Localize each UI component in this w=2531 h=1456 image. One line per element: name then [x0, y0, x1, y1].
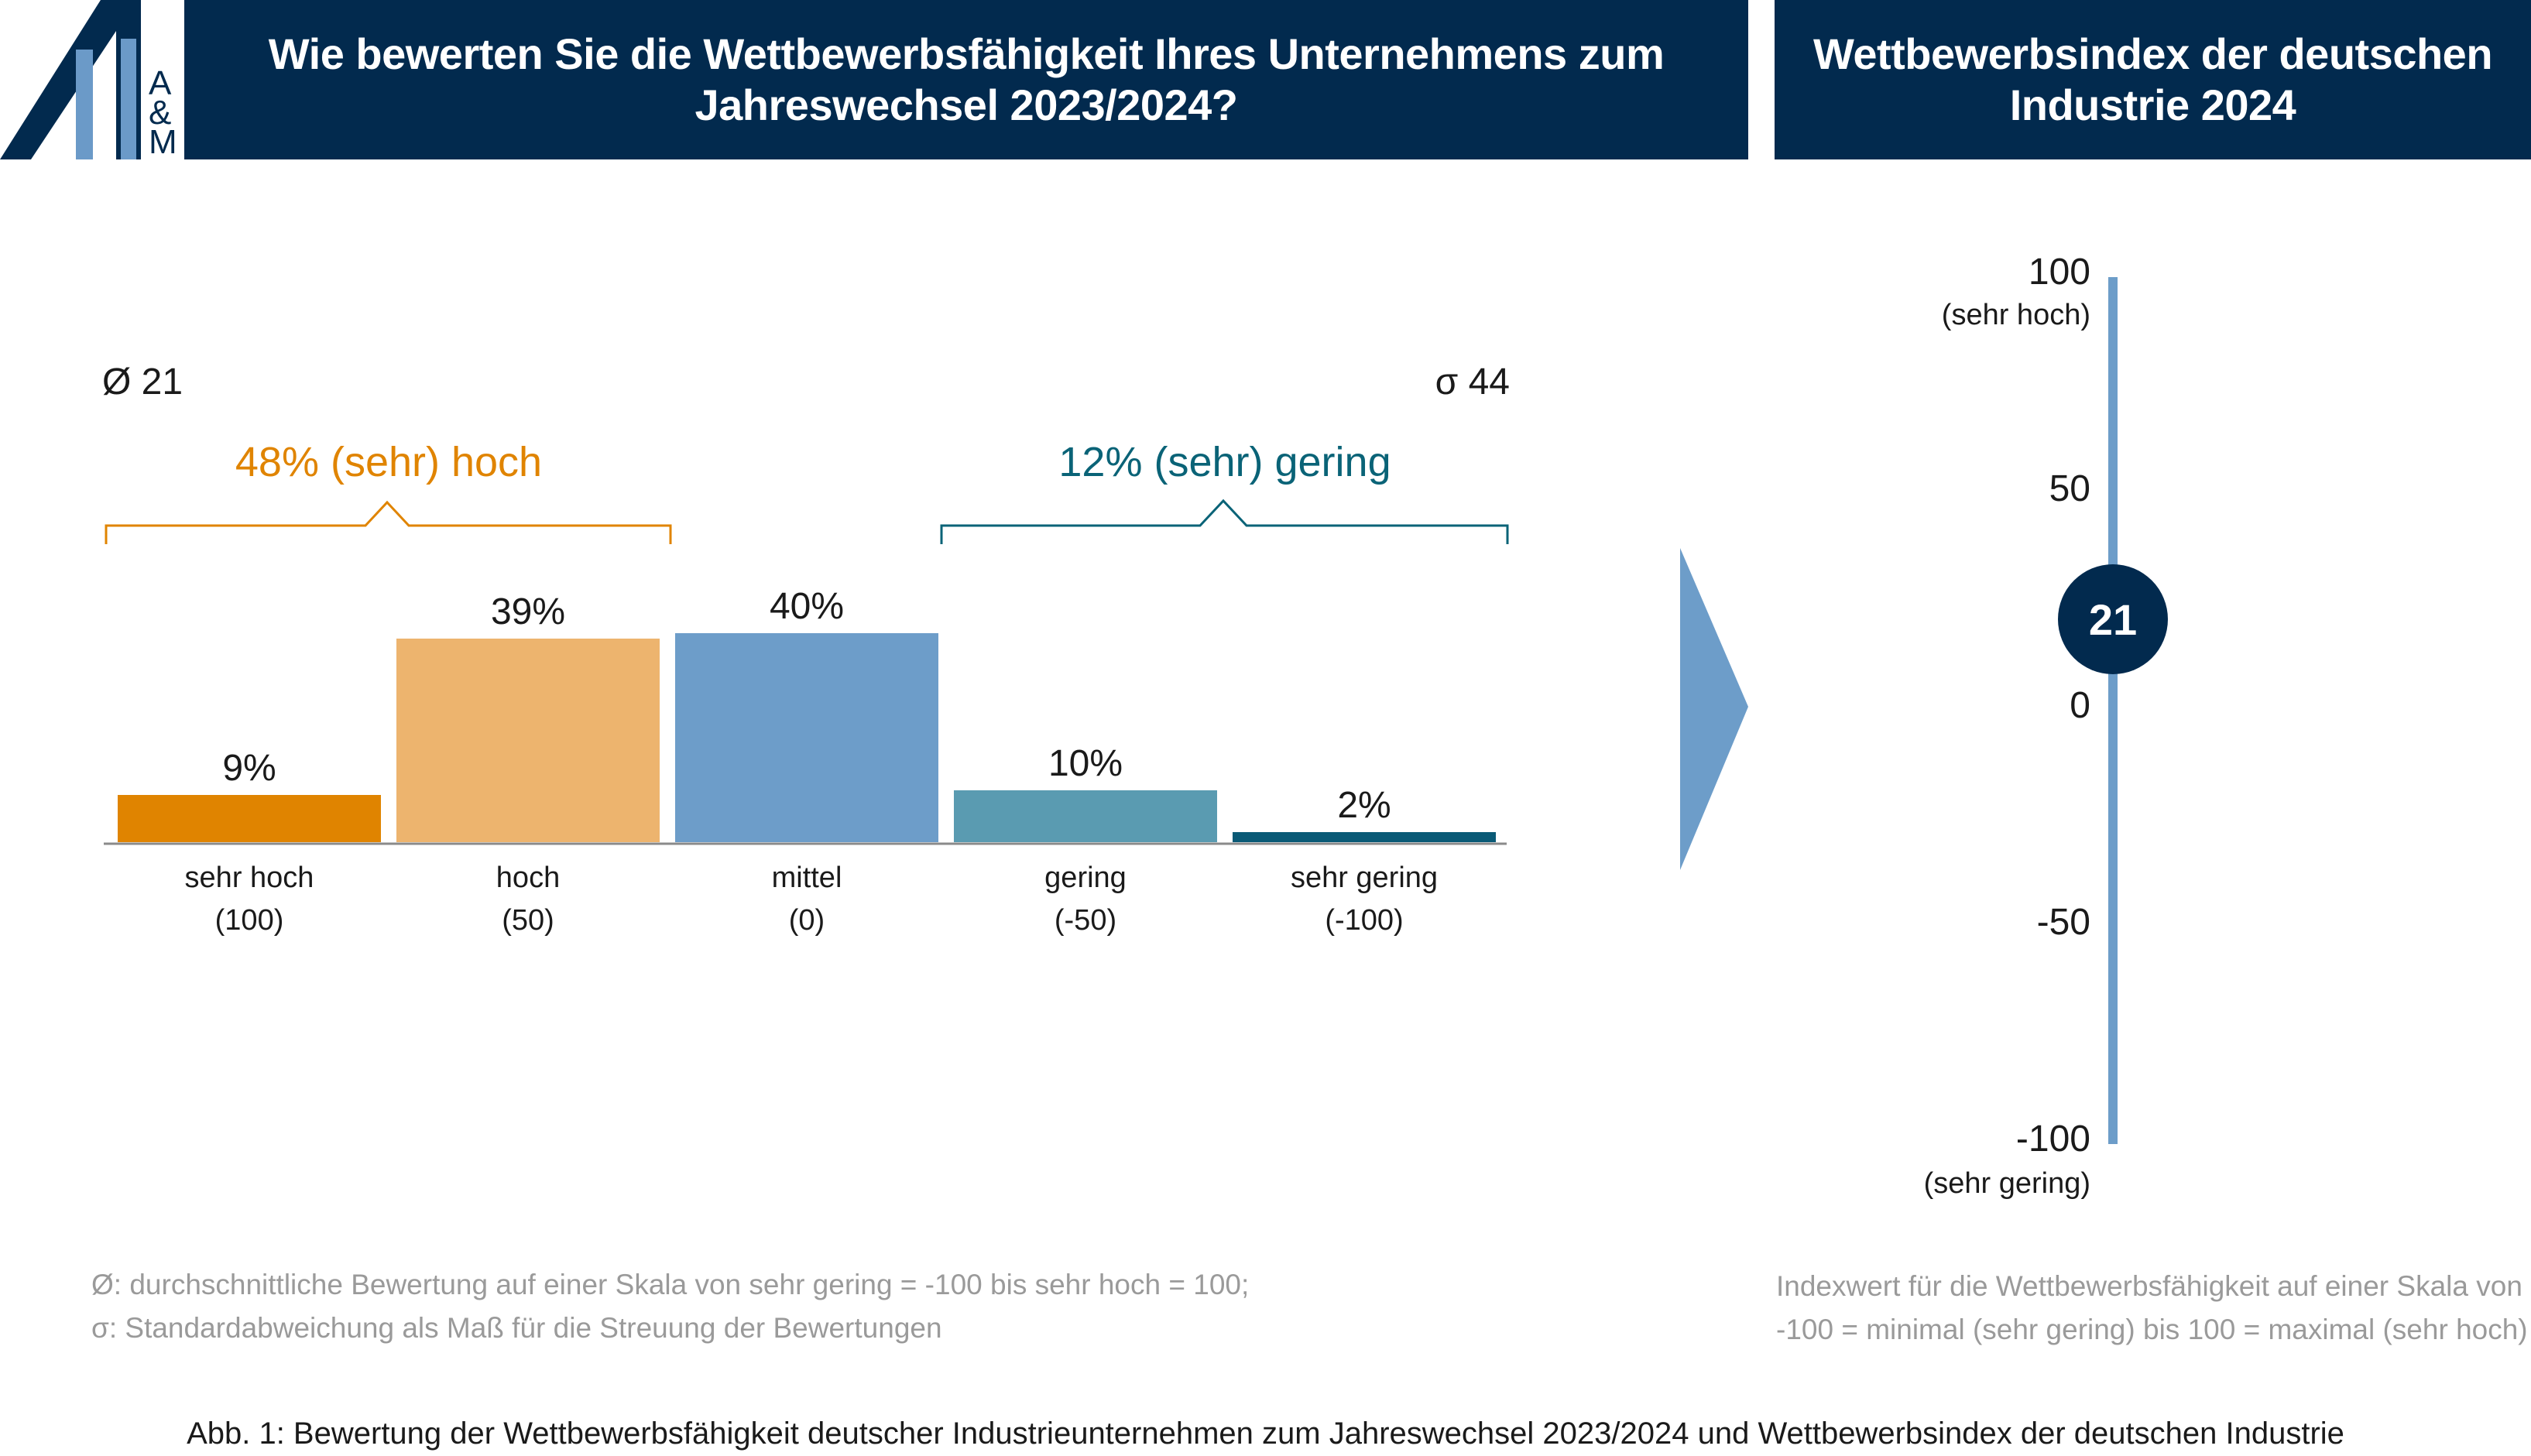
right-note-line1: Indexwert für die Wettbewerbsfähigkeit a…: [1776, 1270, 2522, 1302]
index-bottom-sublabel: (sehr gering): [1923, 1167, 2090, 1200]
mean-label: Ø 21: [102, 361, 183, 403]
bar-gering: [954, 790, 1217, 842]
category-scale-label: (-50): [1054, 904, 1117, 937]
category-label: gering: [1044, 862, 1127, 894]
right-note-line2: -100 = minimal (sehr gering) bis 100 = m…: [1776, 1314, 2528, 1345]
category-label: sehr hoch: [184, 862, 314, 894]
category-scale-label: (-100): [1325, 904, 1404, 937]
index-tick-label: -100: [2015, 1119, 2090, 1160]
bar-sehr-hoch: [118, 795, 381, 842]
index-tick-label: 0: [2070, 685, 2090, 726]
left-title-line2: Jahreswechsel 2023/2024?: [694, 81, 1238, 129]
right-title-banner: Wettbewerbsindex der deutschen Industrie…: [1775, 0, 2531, 159]
bar-value-label: 9%: [222, 748, 276, 790]
index-tick-label: 100: [2028, 252, 2090, 293]
sigma-label: σ 44: [1435, 361, 1510, 403]
low-bracket-label: 12% (sehr) gering: [1058, 439, 1391, 485]
bar-value-label: 40%: [769, 586, 845, 627]
category-scale-label: (50): [502, 904, 554, 937]
bar-value-label: 10%: [1048, 742, 1123, 784]
left-note-line2: σ: Standardabweichung als Maß für die St…: [91, 1312, 942, 1344]
right-title-line1: Wettbewerbsindex der deutschen: [1813, 29, 2493, 78]
bar-hoch: [396, 638, 660, 842]
logo-text-amp: &: [149, 94, 172, 132]
category-scale-label: (100): [214, 904, 284, 937]
logo: A & M: [0, 0, 184, 159]
low-bracket: [940, 498, 1509, 544]
bar-sehr-gering: [1233, 831, 1496, 842]
high-bracket-label: 48% (sehr) hoch: [235, 439, 543, 485]
high-bracket: [105, 500, 672, 544]
category-label: sehr gering: [1290, 862, 1439, 894]
bar-mittel: [675, 633, 938, 842]
index-axis-line: [2108, 277, 2118, 1144]
logo-mark: [0, 0, 141, 159]
transition-arrow: [1680, 548, 1748, 870]
left-title-banner: Wie bewerten Sie die Wettbewerbsfähigkei…: [184, 0, 1748, 159]
index-tick-label: -50: [2036, 902, 2090, 943]
left-note-line1: Ø: durchschnittliche Bewertung auf einer…: [91, 1269, 1250, 1300]
index-value-marker: 21: [2058, 564, 2168, 675]
right-title-line2: Industrie 2024: [2009, 81, 2296, 129]
category-label: mittel: [771, 862, 842, 894]
bar-value-label: 39%: [490, 591, 566, 632]
left-title-line1: Wie bewerten Sie die Wettbewerbsfähigkei…: [268, 29, 1665, 78]
figure-caption: Abb. 1: Bewertung der Wettbewerbsfähigke…: [187, 1417, 2344, 1451]
category-scale-label: (0): [788, 904, 825, 937]
bar-value-label: 2%: [1337, 784, 1391, 826]
category-label: hoch: [496, 862, 561, 894]
logo-text-a: A: [149, 64, 172, 102]
index-top-sublabel: (sehr hoch): [1941, 299, 2090, 331]
index-tick-label: 50: [2049, 468, 2090, 509]
logo-text-m: M: [149, 123, 177, 161]
